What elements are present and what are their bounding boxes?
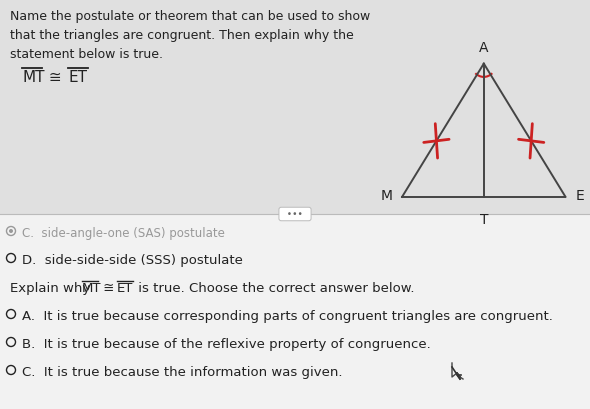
Text: A.  It is true because corresponding parts of congruent triangles are congruent.: A. It is true because corresponding part…	[22, 309, 553, 322]
Text: •••: •••	[281, 210, 309, 219]
Text: T: T	[480, 213, 488, 227]
Text: ≅: ≅	[99, 281, 119, 294]
Text: E: E	[575, 188, 584, 202]
Text: C.  It is true because the information was given.: C. It is true because the information wa…	[22, 365, 343, 378]
Text: C.  side-angle-one (SAS) postulate: C. side-angle-one (SAS) postulate	[22, 227, 225, 239]
Bar	[0, 0, 590, 214]
Text: MT: MT	[22, 70, 44, 85]
Text: MT: MT	[82, 281, 101, 294]
Bar	[0, 214, 590, 409]
Text: ET: ET	[117, 281, 133, 294]
Text: ≅: ≅	[44, 70, 67, 85]
Text: D.  side-side-side (SSS) postulate: D. side-side-side (SSS) postulate	[22, 254, 243, 266]
Text: Explain why: Explain why	[10, 281, 94, 294]
Text: is true. Choose the correct answer below.: is true. Choose the correct answer below…	[134, 281, 415, 294]
Text: A: A	[479, 40, 489, 54]
Text: M: M	[381, 188, 392, 202]
Text: ET: ET	[68, 70, 87, 85]
Text: Name the postulate or theorem that can be used to show
that the triangles are co: Name the postulate or theorem that can b…	[10, 10, 371, 61]
Text: B.  It is true because of the reflexive property of congruence.: B. It is true because of the reflexive p…	[22, 337, 431, 350]
Circle shape	[9, 229, 13, 234]
